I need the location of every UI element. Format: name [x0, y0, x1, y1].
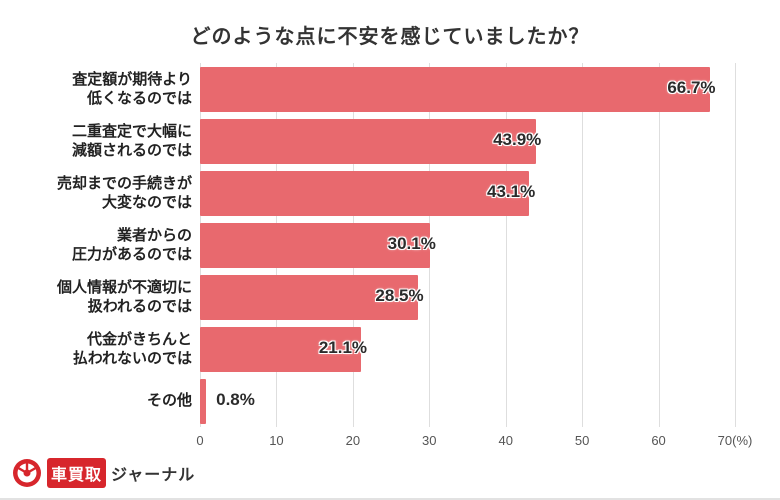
logo-badge-text: 車買取	[47, 458, 107, 488]
bar-row: 28.5%	[200, 271, 735, 323]
x-tick-label: 40	[498, 433, 513, 448]
category-labels: 査定額が期待より 低くなるのでは 二重査定で大幅に 減額されるのでは売却までの手続…	[10, 63, 200, 451]
bar-row: 43.1%	[200, 167, 735, 219]
category-label: 代金がきちんと 払われないのでは	[72, 330, 192, 368]
bar	[200, 170, 530, 216]
category-label: 二重査定で大幅に 減額されるのでは	[71, 122, 192, 160]
bar-row: 0.8%	[200, 375, 735, 427]
bar-value-label: 28.5%	[375, 286, 424, 305]
bar-value-label: 43.1%	[486, 182, 536, 201]
bar-row: 30.1%	[200, 219, 735, 271]
x-tick-label: 60	[651, 433, 666, 448]
bar	[200, 118, 536, 164]
category-label: 売却までの手続きが 大変なのでは	[56, 174, 192, 212]
bar-value-label: 43.9%	[493, 130, 542, 149]
bar-rows: 66.7% 43.9% 43.1% 30.1% 28.5% 21.1% 0.8%	[200, 63, 735, 427]
x-tick-label: 0	[196, 433, 204, 448]
bar	[200, 326, 362, 372]
x-tick-label: 30	[422, 433, 437, 448]
bar	[200, 222, 431, 268]
grid-line	[735, 63, 736, 427]
x-tick-label: 10	[269, 433, 284, 448]
x-tick-label: 70(%)	[717, 433, 753, 448]
x-tick-label: 50	[574, 433, 590, 448]
bar-value-label: 66.7%	[667, 78, 716, 97]
bar-value-label: 21.1%	[318, 338, 368, 357]
bar	[200, 378, 207, 424]
x-axis: 0 10 20 30 40 50 60 70(%)	[196, 427, 752, 451]
bar-row: 21.1%	[200, 323, 735, 375]
x-tick-label: 20	[345, 433, 361, 448]
bar-chart: 査定額が期待より 低くなるのでは 二重査定で大幅に 減額されるのでは売却までの手続…	[10, 63, 752, 451]
site-logo: 車買取 ジャーナル	[12, 458, 195, 488]
logo-text: ジャーナル	[111, 467, 196, 484]
bar	[200, 274, 418, 320]
bar-value-label: 0.8%	[216, 390, 255, 409]
bar-row: 43.9%	[200, 115, 735, 167]
category-label: 業者からの 圧力があるのでは	[71, 226, 192, 264]
bar-value-label: 30.1%	[387, 234, 436, 253]
category-label: その他	[146, 392, 192, 410]
bar-row: 66.7%	[200, 63, 735, 115]
category-label: 個人情報が不適切に 扱われるのでは	[56, 278, 192, 316]
category-label: 査定額が期待より 低くなるのでは	[72, 70, 192, 108]
plot-area: 66.7% 43.9% 43.1% 30.1% 28.5% 21.1% 0.8% 0 10 20…	[196, 63, 752, 451]
bar	[200, 66, 710, 112]
logo-tire-icon	[13, 459, 41, 487]
chart-title: どのような点に不安を感じていましたか？	[190, 26, 590, 48]
